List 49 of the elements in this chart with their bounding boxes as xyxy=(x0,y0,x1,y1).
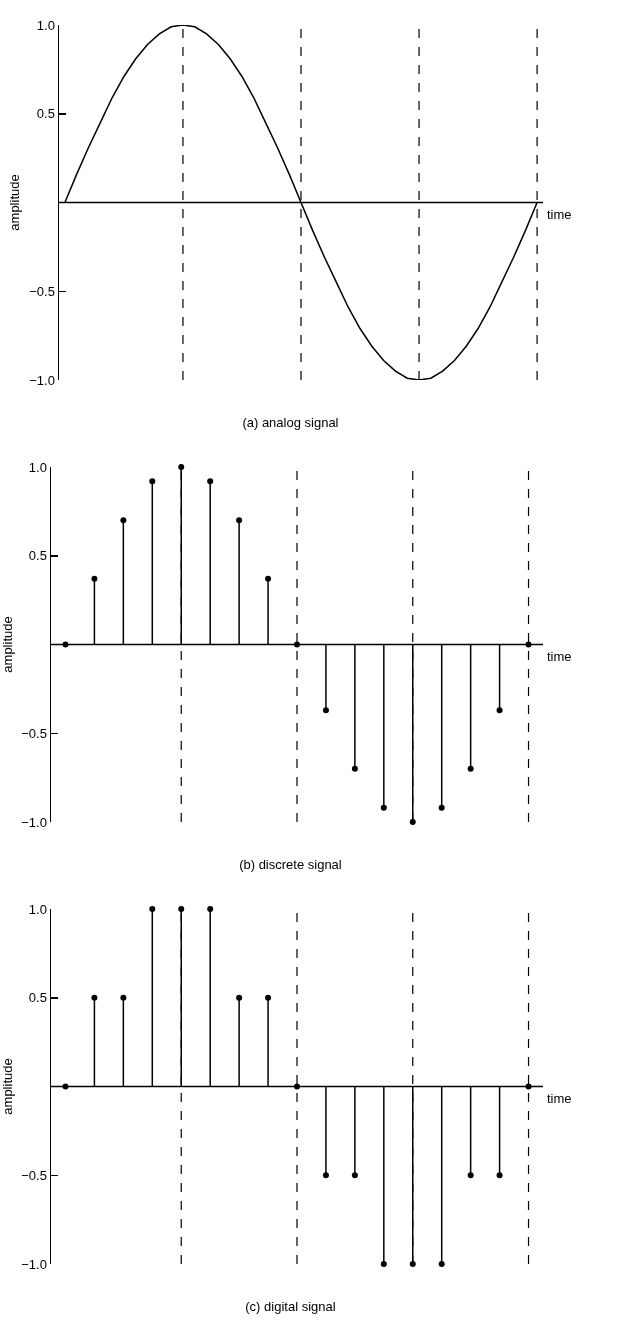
y-tick-label: −0.5 xyxy=(21,1167,47,1183)
y-tick-label: −0.5 xyxy=(29,283,55,299)
point xyxy=(467,1172,474,1179)
point xyxy=(496,1172,503,1179)
point xyxy=(467,765,474,772)
point xyxy=(178,906,185,912)
point xyxy=(496,707,503,714)
y-axis-title: amplitude xyxy=(0,1058,15,1115)
text: (b) discrete signal xyxy=(239,856,342,872)
point xyxy=(236,994,243,1001)
point xyxy=(91,994,98,1001)
point xyxy=(149,906,156,912)
x-axis-title: time xyxy=(547,1091,572,1106)
y-tick-label: 1.0 xyxy=(28,459,47,475)
y-tick-label: −0.5 xyxy=(21,725,47,741)
y-axis-title: amplitude xyxy=(7,174,23,231)
y-axis-title: amplitude xyxy=(0,616,15,673)
point xyxy=(438,804,445,811)
point xyxy=(351,1172,358,1179)
x-axis-title: time xyxy=(547,649,572,664)
point xyxy=(322,707,329,714)
y-tick-label: 0.5 xyxy=(28,548,47,564)
point xyxy=(236,517,243,524)
y-tick-label: 0.5 xyxy=(28,990,47,1006)
y-tick-label: −1.0 xyxy=(21,1256,47,1272)
point xyxy=(265,994,272,1001)
x-axis-title: time xyxy=(547,207,572,222)
point xyxy=(120,517,127,524)
point xyxy=(149,478,156,485)
point xyxy=(409,819,416,825)
point xyxy=(380,804,387,811)
y-tick-label: −1.0 xyxy=(29,372,55,388)
y-tick-label: 1.0 xyxy=(36,17,55,33)
point xyxy=(351,765,358,772)
y-tick-label: 0.5 xyxy=(36,106,55,122)
point xyxy=(265,575,272,582)
text: (a) analog signal xyxy=(242,414,339,430)
point xyxy=(91,575,98,582)
point xyxy=(207,906,214,912)
point xyxy=(178,464,185,470)
point xyxy=(207,478,214,485)
point xyxy=(322,1172,329,1179)
y-tick-label: −1.0 xyxy=(21,814,47,830)
point xyxy=(120,994,127,1001)
point xyxy=(438,1261,445,1267)
point xyxy=(380,1261,387,1267)
text: (c) digital signal xyxy=(245,1298,336,1314)
y-tick-label: 1.0 xyxy=(28,901,47,917)
point xyxy=(409,1261,416,1267)
